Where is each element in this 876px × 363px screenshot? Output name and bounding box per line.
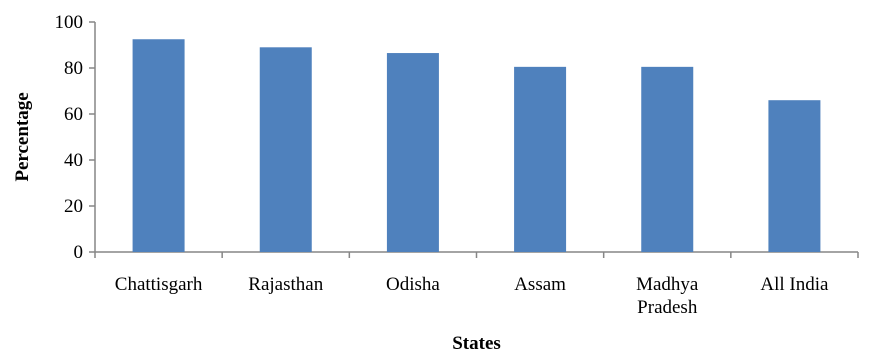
bar [641,66,694,252]
bars [132,39,821,252]
x-axis [94,251,859,258]
y-axis: 0 20 40 60 80 100 [55,12,96,263]
x-tick-label: Odisha [386,274,440,295]
y-tick-label: 0 [74,242,84,263]
bar [514,66,567,252]
x-tick-label: Chattisgarh [115,274,203,295]
x-tick-label: Rajasthan [248,274,323,295]
category-labels: Chattisgarh Rajasthan Odisha Assam Madhya Pra… [115,274,829,318]
bar [259,47,312,252]
x-tick-label: All India [760,274,829,295]
y-tick-label: 40 [64,150,83,171]
x-tick-label: Madhya Pradesh [636,274,699,318]
y-tick-label: 20 [64,196,83,217]
bar [386,53,439,252]
y-axis-title: Percentage [12,92,33,181]
bar [132,39,185,252]
x-tick-label: Assam [514,274,566,295]
x-axis-title: States [452,333,501,354]
y-tick-label: 80 [64,58,83,79]
y-tick-label: 100 [55,12,84,33]
bar [768,100,821,252]
y-tick-label: 60 [64,104,83,125]
